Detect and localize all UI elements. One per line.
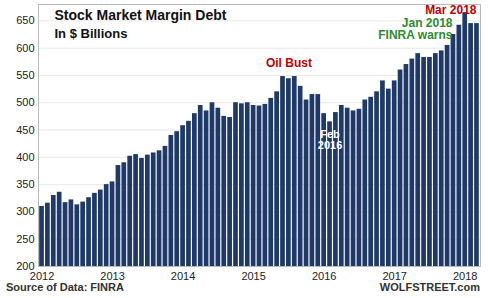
svg-text:400: 400 [16, 151, 34, 163]
svg-text:300: 300 [16, 205, 34, 217]
html-text:Source of Data: FINRA: Source of Data: FINRA [6, 281, 124, 293]
svg-text:Mar 2018: Mar 2018 [425, 3, 477, 17]
svg-text:Oil Bust: Oil Bust [266, 56, 312, 70]
svg-text:Jan 2018FINRA warns: Jan 2018FINRA warns [378, 16, 453, 42]
svg-text:600: 600 [16, 42, 34, 54]
svg-text:2017: 2017 [382, 270, 406, 282]
html-text:WOLFSTREET.com: WOLFSTREET.com [379, 281, 480, 293]
svg-text:2016: 2016 [312, 270, 336, 282]
svg-text:500: 500 [16, 96, 34, 108]
svg-text:350: 350 [16, 178, 34, 190]
svg-text:2014: 2014 [171, 270, 195, 282]
svg-text:Feb2016: Feb2016 [318, 128, 342, 151]
svg-text:2018: 2018 [453, 270, 477, 282]
svg-text:450: 450 [16, 124, 34, 136]
svg-text:Stock Market Margin Debt: Stock Market Margin Debt [55, 7, 227, 23]
svg-text:2012: 2012 [30, 270, 54, 282]
svg-text:In $ Billions: In $ Billions [55, 26, 128, 41]
svg-text:650: 650 [16, 14, 34, 26]
svg-text:2015: 2015 [241, 270, 265, 282]
svg-text:550: 550 [16, 69, 34, 81]
svg-text:2013: 2013 [100, 270, 124, 282]
svg-text:200: 200 [16, 260, 35, 272]
svg-text:250: 250 [16, 233, 34, 245]
